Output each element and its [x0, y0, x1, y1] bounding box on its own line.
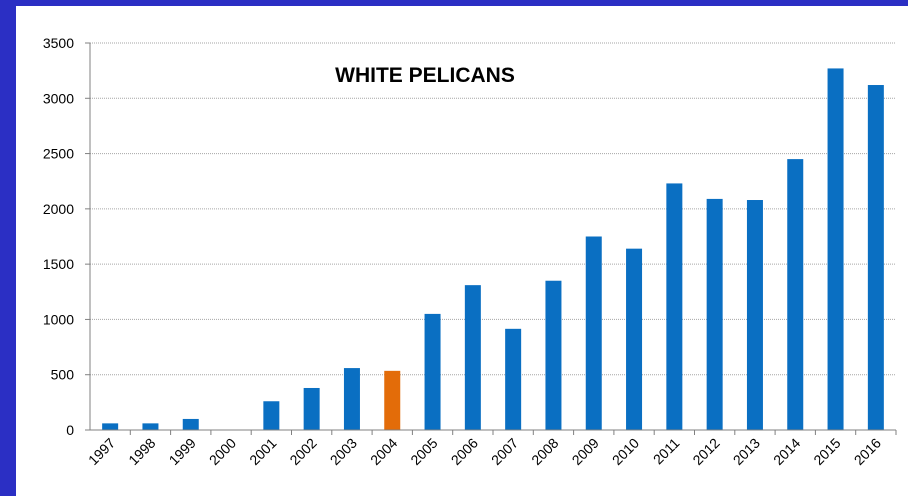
x-tick-label: 1999	[166, 435, 199, 468]
x-tick-label: 2000	[206, 435, 239, 468]
bar-1997	[102, 423, 119, 430]
x-tick-label: 2001	[246, 435, 279, 468]
bar-2016	[867, 85, 884, 430]
x-tick-label: 2010	[609, 435, 642, 468]
bar-2011	[666, 183, 683, 430]
bar-2013	[746, 200, 763, 430]
x-tick-label: 1997	[85, 435, 118, 468]
gridlines	[90, 42, 896, 376]
y-tick-label: 0	[66, 422, 74, 438]
bar-2008	[545, 280, 562, 430]
y-tick-label: 3000	[43, 90, 74, 106]
bar-2007	[505, 328, 522, 430]
bar-2004	[384, 370, 401, 430]
x-tick-label: 2015	[810, 435, 843, 468]
bar-2001	[263, 401, 280, 430]
chart-panel: 0 500 1000 1500 2000 2500 3000 3500 1997 1998 199…	[16, 6, 908, 496]
y-tick-label: 2500	[43, 146, 74, 162]
y-tick-label: 3500	[43, 35, 74, 51]
bar-2014	[787, 159, 804, 430]
x-tick-label: 2011	[650, 435, 683, 468]
x-tick-label: 2016	[851, 435, 884, 468]
bar-2009	[585, 236, 602, 430]
bar-1999	[182, 418, 199, 430]
bar-chart: 0 500 1000 1500 2000 2500 3000 3500 1997 1998 199…	[43, 35, 897, 468]
x-tick-label: 2003	[327, 435, 360, 468]
bar-1998	[142, 423, 159, 430]
x-tick-label: 2014	[770, 435, 803, 468]
chart-title: WHITE PELICANS	[335, 64, 515, 87]
x-tick-label: 1998	[125, 435, 158, 468]
axes	[85, 42, 897, 435]
bar-2015	[827, 68, 844, 430]
bar-2005	[424, 313, 441, 430]
y-tick-label: 2000	[43, 201, 74, 217]
bar-2010	[626, 248, 643, 430]
bar-2003	[343, 368, 360, 430]
bar-2002	[303, 387, 320, 430]
x-tick-label: 2005	[407, 435, 440, 468]
x-tick-label: 2006	[448, 435, 481, 468]
x-tick-label: 2008	[528, 435, 561, 468]
bar-2012	[706, 198, 723, 430]
y-tick-label: 1500	[43, 256, 74, 272]
y-tick-label: 1000	[43, 311, 74, 327]
bars	[102, 68, 884, 430]
x-tick-label: 2009	[569, 435, 602, 468]
y-tick-label: 500	[51, 367, 75, 383]
x-tick-label: 2007	[488, 435, 521, 468]
x-tick-label: 2012	[689, 435, 722, 468]
y-tick-labels: 0 500 1000 1500 2000 2500 3000 3500	[43, 35, 74, 438]
x-tick-label: 2004	[367, 435, 400, 468]
x-tick-label: 2002	[286, 435, 319, 468]
x-tick-labels: 1997 1998 1999 2000 2001 2002 2003 2004 2005 2006…	[85, 435, 884, 468]
bar-2006	[464, 285, 481, 430]
x-tick-label: 2013	[730, 435, 763, 468]
